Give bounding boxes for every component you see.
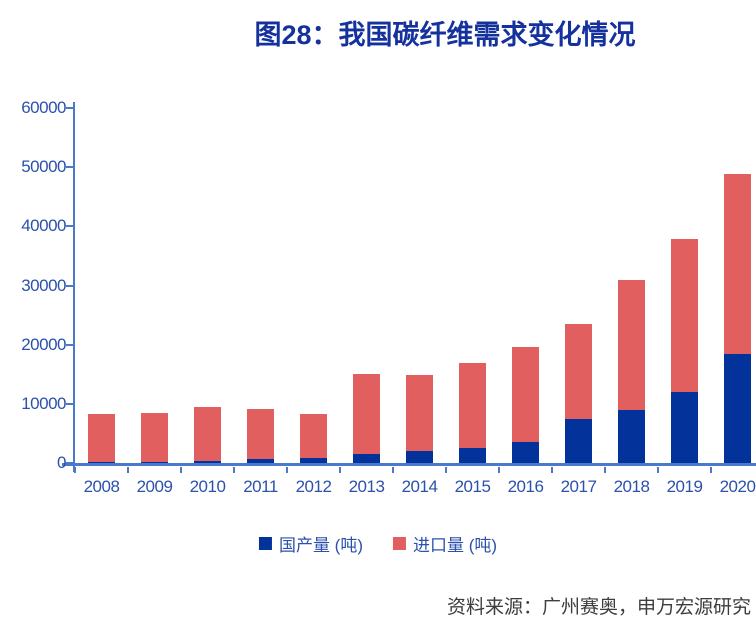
bar-2016-domestic-segment <box>512 442 539 463</box>
x-axis-tick <box>339 467 341 473</box>
x-axis-tick <box>604 467 606 473</box>
bar-2019 <box>671 239 698 463</box>
y-axis-label: 0 <box>57 453 66 472</box>
bar-2008 <box>88 414 115 463</box>
x-axis-label-2008: 2008 <box>83 477 120 496</box>
x-axis-label-2020: 2020 <box>719 477 756 496</box>
bar-2011-import-segment <box>247 409 274 459</box>
x-axis-label-2010: 2010 <box>189 477 226 496</box>
bar-2009 <box>141 413 168 463</box>
bar-2012-domestic-segment <box>300 458 327 463</box>
x-axis-label-2014: 2014 <box>401 477 438 496</box>
y-axis-tick <box>66 225 73 228</box>
x-axis-label-2016: 2016 <box>507 477 544 496</box>
x-axis-tick <box>392 467 394 473</box>
x-axis-tick <box>233 467 235 473</box>
bar-2016-import-segment <box>512 347 539 442</box>
legend-item-import: 进口量 (吨) <box>393 531 497 556</box>
x-axis-tick <box>74 467 76 473</box>
y-axis-label: 20000 <box>21 334 66 354</box>
y-axis-label: 50000 <box>21 157 66 177</box>
legend-swatch-domestic-icon <box>258 537 272 550</box>
bar-2009-domestic-segment <box>141 462 168 463</box>
x-axis-label-2011: 2011 <box>243 477 278 496</box>
x-axis-line <box>62 463 756 466</box>
bar-2015 <box>459 363 486 463</box>
bar-2010 <box>194 407 221 463</box>
legend-label-import: 进口量 (吨) <box>413 536 498 555</box>
x-axis-tick <box>286 467 288 473</box>
bar-2012-import-segment <box>300 414 327 458</box>
bar-2010-domestic-segment <box>194 461 221 463</box>
x-axis-tick <box>710 467 712 473</box>
bar-2013 <box>353 374 380 463</box>
bar-2008-import-segment <box>88 414 115 462</box>
x-axis-label-2017: 2017 <box>560 477 597 496</box>
legend-swatch-import-icon <box>393 537 406 550</box>
bar-2019-domestic-segment <box>671 392 698 463</box>
y-axis-tick <box>66 284 73 287</box>
bar-2015-import-segment <box>459 363 486 448</box>
bar-2013-domestic-segment <box>353 454 380 463</box>
bar-2014-domestic-segment <box>406 451 433 463</box>
x-axis-tick <box>498 467 500 473</box>
x-axis-label-2013: 2013 <box>348 477 385 496</box>
x-axis-tick <box>657 467 659 473</box>
y-axis-tick <box>66 166 73 169</box>
bar-2016 <box>512 347 539 463</box>
legend-label-domestic: 国产量 (吨) <box>278 536 363 555</box>
bar-2017-import-segment <box>565 324 592 419</box>
bar-2008-domestic-segment <box>88 462 115 463</box>
bar-2020 <box>724 174 751 463</box>
bar-2018-domestic-segment <box>618 410 645 463</box>
bar-2017 <box>565 324 592 463</box>
source-note: 资料来源：广州赛奥，申万宏源研究 <box>446 597 751 618</box>
bar-2018-import-segment <box>618 280 645 410</box>
bar-2014 <box>406 375 433 463</box>
x-axis-label-2019: 2019 <box>666 477 703 496</box>
y-axis-line <box>73 102 75 472</box>
bar-2017-domestic-segment <box>565 419 592 463</box>
x-axis-tick <box>551 467 553 473</box>
bar-2018 <box>618 280 645 463</box>
x-axis-tick <box>180 467 182 473</box>
y-axis-tick <box>66 462 73 464</box>
bar-2020-domestic-segment <box>724 354 751 463</box>
bar-2011-domestic-segment <box>247 459 274 463</box>
x-axis-tick <box>445 467 447 473</box>
x-axis-label-2009: 2009 <box>136 477 173 496</box>
y-axis-label: 60000 <box>21 98 66 117</box>
bar-2012 <box>300 414 327 463</box>
bar-2014-import-segment <box>406 375 433 451</box>
y-axis-tick <box>66 107 73 109</box>
figure-title: 图28：我国碳纤维需求变化情况 <box>254 20 636 50</box>
bar-2011 <box>247 409 274 463</box>
stacked-bar-chart: 0 10000 20000 30000 40000 50000 60000 2008 2009 2… <box>21 98 756 496</box>
x-axis-label-2015: 2015 <box>454 477 491 496</box>
legend-item-domestic: 国产量 (吨) <box>258 531 363 556</box>
x-axis-label-2018: 2018 <box>613 477 650 496</box>
x-axis-tick <box>127 467 129 473</box>
y-axis-tick <box>66 402 73 405</box>
y-axis-label: 40000 <box>21 216 66 236</box>
bar-2020-import-segment <box>724 174 751 354</box>
chart-legend: 国产量 (吨) 进口量 (吨) <box>258 531 497 556</box>
bar-2013-import-segment <box>353 374 380 454</box>
bar-2019-import-segment <box>671 239 698 392</box>
bar-2009-import-segment <box>141 413 168 462</box>
y-axis-label: 30000 <box>21 275 66 295</box>
x-axis-label-2012: 2012 <box>295 477 332 496</box>
y-axis-label: 10000 <box>21 393 66 413</box>
y-axis-tick <box>66 343 73 346</box>
bar-2010-import-segment <box>194 407 221 461</box>
bar-2015-domestic-segment <box>459 448 486 463</box>
